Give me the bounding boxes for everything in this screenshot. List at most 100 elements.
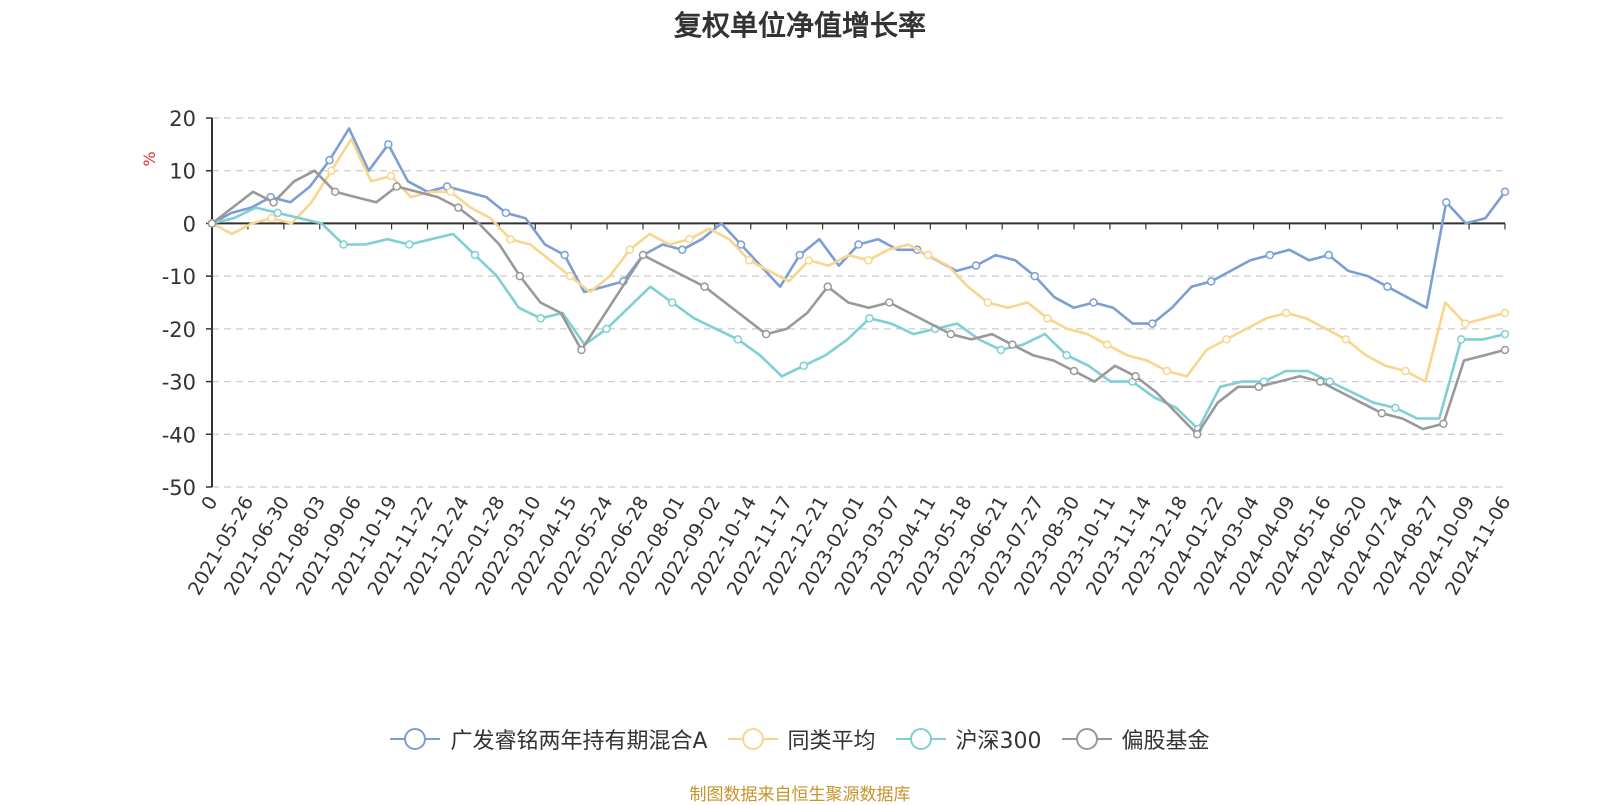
legend-item-equity-fund[interactable]: 偏股基金	[1061, 723, 1210, 755]
data-point	[1222, 335, 1231, 344]
data-point	[1030, 271, 1040, 281]
legend-circle	[1075, 728, 1098, 750]
data-point	[1162, 366, 1172, 376]
data-point	[1391, 403, 1400, 413]
data-point	[799, 361, 808, 371]
data-point	[446, 187, 455, 197]
data-point	[506, 234, 515, 244]
y-tick-label: -40	[162, 423, 196, 447]
legend-label: 沪深300	[955, 729, 1042, 754]
y-tick-label: 0	[183, 212, 196, 236]
data-point	[273, 208, 282, 218]
data-point	[267, 213, 276, 223]
data-point	[685, 234, 694, 244]
data-point	[996, 345, 1006, 355]
data-point	[854, 240, 863, 249]
data-point	[454, 203, 463, 212]
data-point	[1456, 335, 1466, 344]
data-point	[1148, 319, 1157, 328]
data-point	[1062, 350, 1071, 360]
data-point	[560, 250, 569, 260]
legend-label: 偏股基金	[1121, 729, 1210, 754]
y-tick-label: -50	[162, 476, 196, 500]
axes	[206, 117, 1506, 488]
data-point	[207, 219, 217, 228]
data-point	[761, 329, 771, 339]
data-point	[1341, 335, 1351, 344]
data-point	[1383, 282, 1392, 291]
legend-circle	[741, 728, 764, 750]
data-point	[515, 271, 525, 281]
data-point	[325, 155, 334, 165]
data-point	[1500, 187, 1510, 197]
data-point	[1254, 382, 1263, 392]
data-point	[795, 250, 804, 260]
y-tick-label: 10	[169, 160, 196, 184]
data-point	[885, 298, 894, 307]
y-tick-label: 20	[169, 107, 196, 131]
data-point	[1324, 250, 1333, 260]
data-point	[1043, 314, 1052, 323]
data-point	[1089, 298, 1098, 307]
data-point	[470, 250, 480, 260]
data-point	[1500, 308, 1510, 318]
data-point	[1316, 377, 1325, 386]
data-point	[386, 171, 396, 181]
legend-marker-icon	[390, 728, 441, 750]
data-point	[1439, 419, 1448, 428]
data-point	[1500, 329, 1510, 339]
data-point	[625, 245, 634, 255]
data-point	[1265, 250, 1275, 260]
data-point	[1281, 308, 1291, 318]
data-point	[1401, 366, 1410, 376]
data-point	[1102, 340, 1112, 349]
x-tick-label: 0	[197, 493, 222, 514]
y-tick-label: -20	[162, 318, 196, 342]
data-point	[339, 240, 348, 249]
legend-item-fund[interactable]: 广发睿铭两年持有期混合A	[390, 723, 708, 755]
data-point	[392, 182, 401, 191]
y-tick-label: -10	[162, 265, 196, 289]
legend-label: 广发睿铭两年持有期混合A	[450, 729, 708, 754]
data-point	[1192, 430, 1202, 439]
data-point	[404, 240, 414, 249]
data-point	[1131, 372, 1140, 381]
legend-marker-icon	[895, 728, 946, 750]
data-point	[677, 245, 687, 255]
legend-circle	[909, 728, 932, 750]
legend-circle	[404, 728, 427, 750]
data-point	[865, 314, 874, 323]
data-point	[804, 256, 814, 265]
y-axis-label: %	[140, 151, 159, 166]
legend-marker-icon	[727, 728, 778, 750]
data-point	[1377, 408, 1387, 418]
data-point	[700, 282, 709, 291]
legend: 广发睿铭两年持有期混合A 同类平均 沪深300 偏股基金	[0, 723, 1600, 755]
legend-item-csi300[interactable]: 沪深300	[895, 723, 1042, 755]
series-line	[211, 169, 1506, 436]
data-point	[1069, 366, 1079, 376]
data-point	[744, 256, 754, 265]
data-source-note: 制图数据来自恒生聚源数据库	[689, 785, 911, 805]
legend-marker-icon	[1061, 728, 1112, 750]
data-point	[946, 329, 956, 339]
data-point	[1206, 277, 1216, 286]
series-line	[211, 206, 1506, 431]
data-point	[501, 208, 511, 218]
data-point	[736, 240, 746, 249]
data-point	[1500, 345, 1510, 355]
data-point	[1441, 198, 1451, 207]
data-point	[269, 198, 278, 207]
data-point	[733, 335, 743, 344]
data-point	[565, 271, 575, 281]
legend-item-peer-average[interactable]: 同类平均	[727, 723, 876, 755]
data-point	[327, 166, 336, 175]
series-lines	[207, 127, 1510, 439]
grid-lines	[212, 117, 1505, 488]
legend-label: 同类平均	[787, 729, 876, 754]
chart-title: 复权单位净值增长率	[673, 9, 926, 42]
data-point	[1460, 319, 1470, 328]
data-point	[1008, 340, 1017, 349]
data-point	[823, 282, 832, 291]
